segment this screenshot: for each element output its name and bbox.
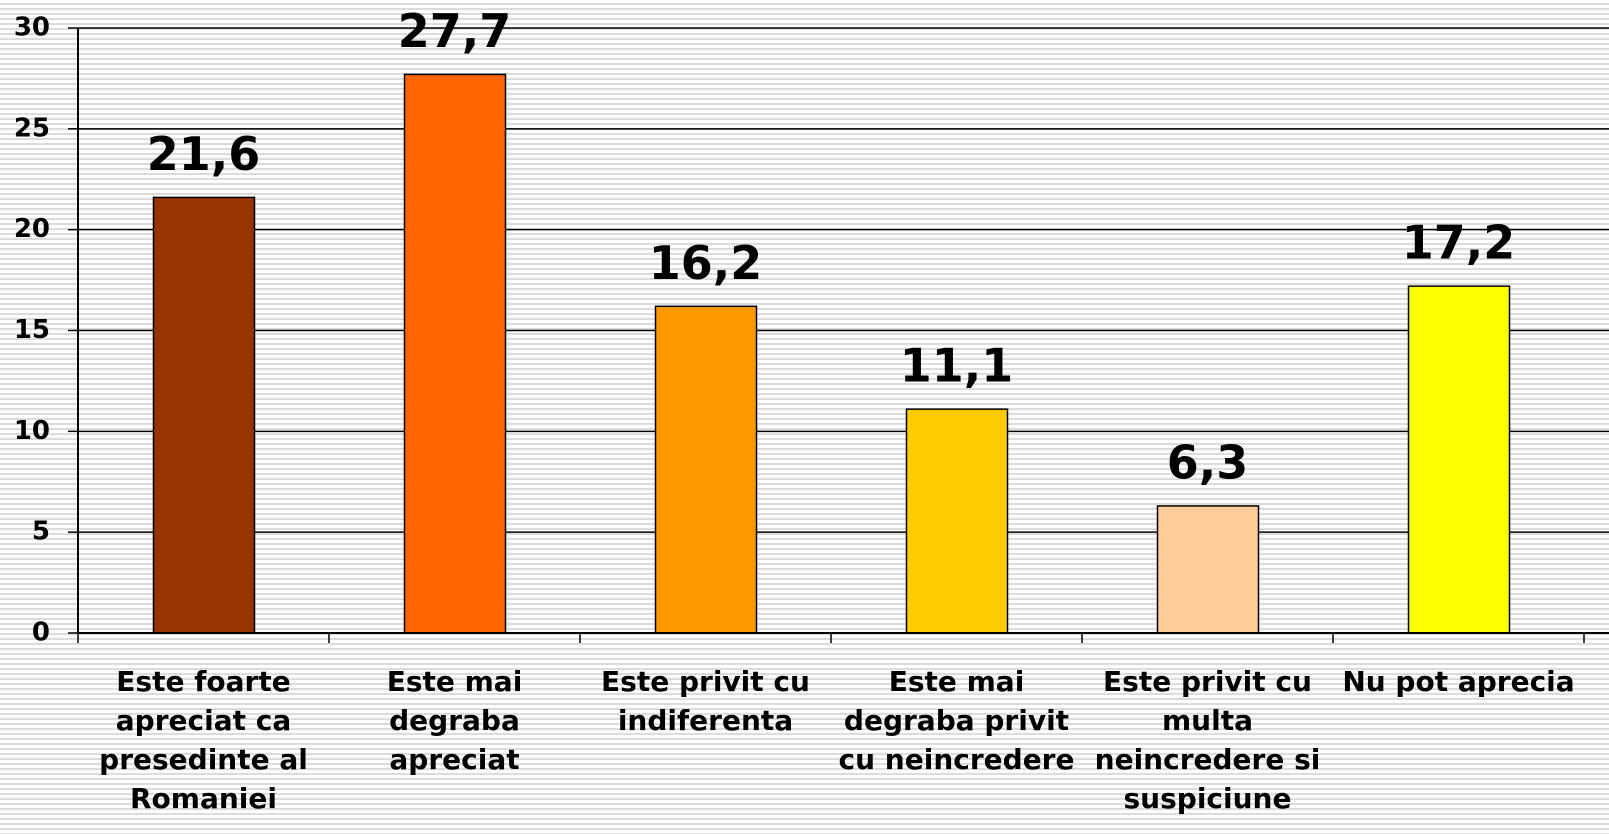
y-tick-label: 0 <box>32 618 50 648</box>
value-label: 6,3 <box>1167 435 1249 489</box>
value-label: 27,7 <box>398 4 512 58</box>
y-tick-label: 20 <box>14 214 50 244</box>
value-label: 11,1 <box>900 339 1014 393</box>
x-tick-label: Este mai degraba apreciat <box>386 665 523 776</box>
y-tick-label: 5 <box>32 517 50 547</box>
value-label: 16,2 <box>649 236 763 290</box>
bar <box>152 196 256 634</box>
x-tick-label: Este privit cu multa neincredere si susp… <box>1094 665 1321 815</box>
value-label: 17,2 <box>1402 216 1516 270</box>
bar <box>1407 285 1511 634</box>
y-tick-label: 25 <box>14 113 50 143</box>
bar <box>654 305 758 634</box>
bar <box>403 73 507 634</box>
bar <box>905 408 1009 634</box>
x-tick-label: Nu pot aprecia <box>1342 665 1575 698</box>
x-tick-label: Este mai degraba privit cu neincredere <box>838 665 1075 776</box>
x-tick-label: Este foarte apreciat ca presedinte al Ro… <box>99 665 308 815</box>
y-tick-label: 10 <box>14 416 50 446</box>
x-tick-label: Este privit cu indiferenta <box>601 665 810 737</box>
bar <box>1156 505 1260 634</box>
value-label: 21,6 <box>147 127 261 181</box>
y-tick-label: 15 <box>14 315 50 345</box>
y-tick-label: 30 <box>14 13 50 43</box>
